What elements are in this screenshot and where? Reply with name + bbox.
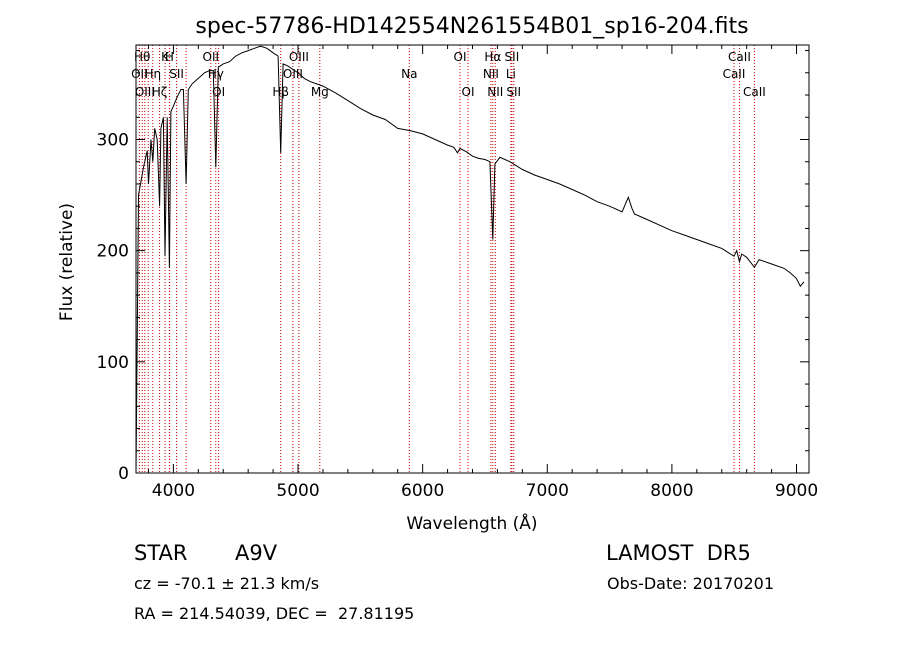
- x-tick-label: 5000: [276, 481, 319, 501]
- y-tick-label: 300: [97, 130, 129, 150]
- spectral-line-label: OII: [131, 67, 148, 81]
- y-axis-ticks: 0 100 200 300: [97, 50, 809, 484]
- redshift-velocity: cz = -70.1 ± 21.3 km/s: [134, 574, 320, 593]
- spectral-line-label: Hθ: [134, 50, 150, 64]
- chart-title: spec-57786-HD142554N261554B01_sp16-204.f…: [195, 14, 748, 39]
- spectral-line-label: Hβ: [272, 85, 289, 99]
- spectral-line-label: Li: [506, 67, 516, 81]
- spectral-line-label: NII: [483, 67, 499, 81]
- spectral-line-label: SII: [506, 85, 521, 99]
- spectral-line-label: OII: [203, 50, 220, 64]
- spectral-line-label: Mg: [311, 85, 329, 99]
- x-tick-label: 8000: [650, 481, 693, 501]
- y-tick-label: 100: [97, 353, 129, 373]
- spectral-line-label: OI: [454, 50, 467, 64]
- spectral-line-label: NII: [487, 85, 503, 99]
- x-tick-label: 9000: [775, 481, 818, 501]
- spectral-line-label: CaII: [723, 67, 746, 81]
- y-axis-label: Flux (relative): [57, 203, 77, 321]
- x-tick-label: 7000: [526, 481, 569, 501]
- spectral-line-label: SII: [505, 50, 520, 64]
- observation-date: Obs-Date: 20170201: [607, 574, 775, 593]
- y-tick-label: 200: [97, 242, 129, 262]
- spectral-class: A9V: [235, 541, 278, 565]
- spectral-line-label: Hγ: [208, 67, 224, 81]
- x-axis-ticks: 4000 5000 6000 7000 8000 9000: [147, 45, 818, 501]
- spectral-line-label: Hα: [484, 50, 501, 64]
- spectral-line-label: H: [165, 50, 174, 64]
- spectral-line-label: Na: [401, 67, 417, 81]
- spectral-line-label: K: [161, 50, 170, 64]
- x-tick-label: 4000: [152, 481, 195, 501]
- coordinates: RA = 214.54039, DEC = 27.81195: [134, 604, 415, 623]
- spectral-line-label: OI: [462, 85, 475, 99]
- spectral-line-label: SII: [169, 67, 184, 81]
- spectral-line-markers: [138, 45, 755, 473]
- spectral-line-label: OIII: [283, 67, 303, 81]
- spectrum-series-line: [135, 45, 805, 474]
- object-type: STAR: [134, 541, 188, 565]
- spectral-line-label: OIII: [289, 50, 309, 64]
- survey-name: LAMOST DR5: [606, 541, 751, 565]
- y-tick-label: 0: [118, 464, 129, 484]
- spectral-line-label: CaII: [728, 50, 751, 64]
- x-tick-label: 6000: [401, 481, 444, 501]
- plot-frame: [135, 44, 810, 474]
- x-axis-label: Wavelength (Å): [406, 512, 537, 534]
- spectral-line-label: OI: [212, 85, 225, 99]
- spectral-line-label: Hη: [145, 67, 162, 81]
- spectral-line-label: Hζ: [152, 85, 168, 99]
- spectral-line-label: CaII: [743, 85, 766, 99]
